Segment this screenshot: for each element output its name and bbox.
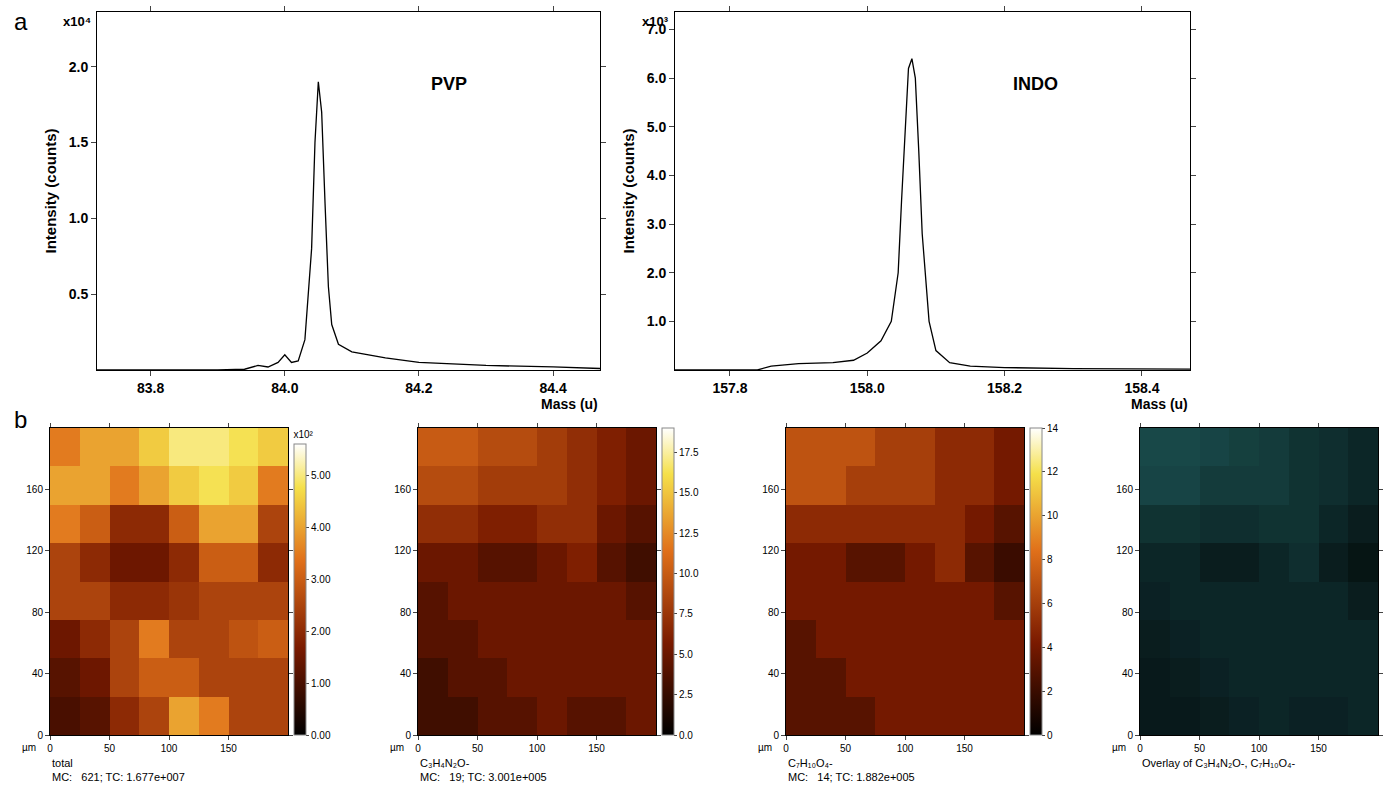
svg-text:Intensity (counts): Intensity (counts) (620, 128, 637, 253)
svg-text:0: 0 (1127, 730, 1133, 741)
svg-text:100: 100 (897, 743, 914, 754)
svg-text:120: 120 (1116, 545, 1133, 556)
svg-text:0: 0 (1047, 730, 1053, 741)
svg-text:17.5: 17.5 (679, 447, 699, 458)
svg-text:50: 50 (1194, 743, 1206, 754)
svg-text:a: a (14, 8, 28, 35)
svg-text:160: 160 (1116, 484, 1133, 495)
svg-text:50: 50 (472, 743, 484, 754)
svg-text:50: 50 (104, 743, 116, 754)
svg-text:3.00: 3.00 (311, 574, 331, 585)
svg-text:15.0: 15.0 (679, 487, 699, 498)
svg-text:80: 80 (32, 607, 44, 618)
svg-text:6: 6 (1047, 598, 1053, 609)
svg-text:6.0: 6.0 (647, 70, 667, 86)
svg-text:150: 150 (956, 743, 973, 754)
svg-text:150: 150 (220, 743, 237, 754)
svg-text:0.00: 0.00 (311, 730, 331, 741)
svg-text:0.0: 0.0 (679, 730, 693, 741)
svg-text:PVP: PVP (431, 74, 467, 94)
svg-text:160: 160 (394, 484, 411, 495)
svg-text:2.00: 2.00 (311, 626, 331, 637)
svg-text:totalMC: 621; TC: 1.677e+007: totalMC: 621; TC: 1.677e+007 (52, 757, 185, 783)
svg-text:10.0: 10.0 (679, 568, 699, 579)
svg-text:b: b (14, 406, 27, 433)
svg-text:10: 10 (1047, 510, 1059, 521)
svg-text:µm: µm (390, 742, 404, 753)
svg-text:150: 150 (588, 743, 605, 754)
svg-text:7.0: 7.0 (647, 21, 667, 37)
svg-text:Mass (u): Mass (u) (1131, 396, 1188, 412)
svg-text:84.4: 84.4 (539, 380, 566, 396)
svg-text:120: 120 (26, 545, 43, 556)
svg-text:x10²: x10² (294, 429, 314, 440)
svg-text:80: 80 (400, 607, 412, 618)
svg-text:µm: µm (758, 742, 772, 753)
svg-text:Intensity (counts): Intensity (counts) (42, 128, 59, 253)
svg-text:100: 100 (161, 743, 178, 754)
svg-text:4: 4 (1047, 642, 1053, 653)
svg-text:5.0: 5.0 (679, 649, 693, 660)
svg-text:40: 40 (32, 668, 44, 679)
svg-text:µm: µm (1112, 742, 1126, 753)
svg-text:50: 50 (840, 743, 852, 754)
svg-text:157.8: 157.8 (712, 380, 747, 396)
svg-text:1.0: 1.0 (69, 210, 89, 226)
svg-text:x10³: x10³ (642, 14, 669, 29)
svg-text:158.2: 158.2 (987, 380, 1022, 396)
svg-text:2.0: 2.0 (647, 265, 667, 281)
svg-text:120: 120 (762, 545, 779, 556)
svg-text:160: 160 (26, 484, 43, 495)
svg-text:Overlay of C₃H₄N₂O-, C₇H₁₀O₄-: Overlay of C₃H₄N₂O-, C₇H₁₀O₄- (1142, 757, 1296, 769)
svg-text:158.0: 158.0 (850, 380, 885, 396)
svg-text:0: 0 (415, 743, 421, 754)
svg-text:80: 80 (1122, 607, 1134, 618)
svg-text:0: 0 (773, 730, 779, 741)
svg-text:40: 40 (400, 668, 412, 679)
svg-text:100: 100 (529, 743, 546, 754)
svg-text:0: 0 (405, 730, 411, 741)
svg-text:3.0: 3.0 (647, 216, 667, 232)
svg-text:14: 14 (1047, 423, 1059, 434)
svg-text:150: 150 (1310, 743, 1327, 754)
svg-text:84.0: 84.0 (271, 380, 298, 396)
svg-text:0: 0 (47, 743, 53, 754)
svg-text:0: 0 (1137, 743, 1143, 754)
svg-text:12: 12 (1047, 466, 1059, 477)
svg-text:5.00: 5.00 (311, 470, 331, 481)
svg-text:84.2: 84.2 (405, 380, 432, 396)
svg-text:83.8: 83.8 (137, 380, 164, 396)
svg-text:1.0: 1.0 (647, 313, 667, 329)
svg-text:C₇H₁₀O₄-MC: 14; TC: 1.882e+0: C₇H₁₀O₄-MC: 14; TC: 1.882e+005 (788, 757, 915, 783)
svg-text:1.00: 1.00 (311, 678, 331, 689)
svg-text:C₃H₄N₂O-MC: 19; TC: 3.001e+0: C₃H₄N₂O-MC: 19; TC: 3.001e+005 (420, 757, 547, 783)
svg-text:Mass (u): Mass (u) (541, 396, 598, 412)
svg-text:4.0: 4.0 (647, 167, 667, 183)
svg-text:160: 160 (762, 484, 779, 495)
svg-text:120: 120 (394, 545, 411, 556)
svg-text:5.0: 5.0 (647, 119, 667, 135)
svg-text:4.00: 4.00 (311, 522, 331, 533)
svg-text:0: 0 (783, 743, 789, 754)
svg-text:7.5: 7.5 (679, 608, 693, 619)
svg-text:0: 0 (37, 730, 43, 741)
svg-text:100: 100 (1251, 743, 1268, 754)
svg-text:40: 40 (768, 668, 780, 679)
svg-text:158.4: 158.4 (1124, 380, 1159, 396)
svg-text:INDO: INDO (1013, 74, 1058, 94)
svg-text:2.0: 2.0 (69, 59, 89, 75)
svg-text:2.5: 2.5 (679, 689, 693, 700)
svg-text:12.5: 12.5 (679, 528, 699, 539)
svg-text:0.5: 0.5 (69, 286, 89, 302)
svg-text:µm: µm (22, 742, 36, 753)
svg-text:2: 2 (1047, 686, 1053, 697)
svg-text:1.5: 1.5 (69, 134, 89, 150)
svg-text:40: 40 (1122, 668, 1134, 679)
svg-text:x10⁴: x10⁴ (63, 14, 91, 29)
svg-text:8: 8 (1047, 554, 1053, 565)
svg-text:80: 80 (768, 607, 780, 618)
